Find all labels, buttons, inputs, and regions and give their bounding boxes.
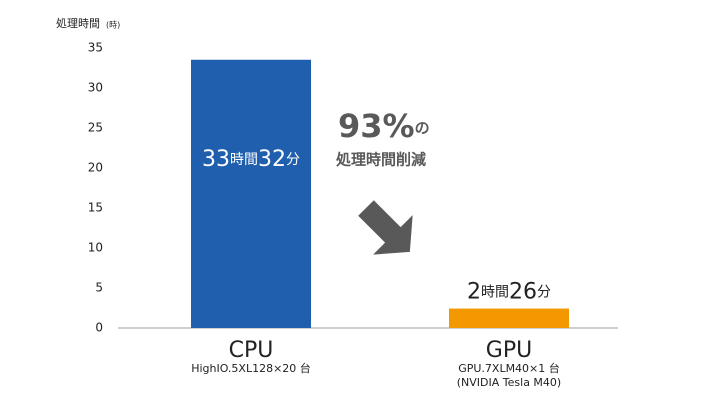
y-tick-label: 0 — [95, 321, 103, 335]
y-tick-label: 30 — [88, 81, 103, 95]
y-tick-label: 25 — [88, 121, 103, 135]
y-tick-label: 35 — [88, 41, 103, 55]
annotation-percent: 93%の — [338, 107, 430, 145]
y-tick-label: 10 — [88, 241, 103, 255]
y-axis-unit: (時) — [106, 21, 120, 30]
category-sublabel: HighIO.5XL128×20 台 — [191, 361, 311, 375]
reduction-arrow — [358, 200, 413, 255]
y-axis-label: 処理時間 — [56, 17, 100, 30]
bar — [191, 59, 311, 328]
x-tick-label: CPU — [229, 338, 274, 363]
x-tick-label: GPU — [486, 338, 532, 363]
y-tick-label: 5 — [95, 281, 103, 295]
category-sublabel: (NVIDIA Tesla M40) — [457, 376, 561, 389]
y-tick-label: 15 — [88, 201, 103, 215]
bar — [449, 308, 569, 328]
annotation-text: 処理時間削減 — [335, 151, 426, 169]
value-label: 33時間32分 — [202, 147, 300, 172]
value-label: 2時間26分 — [467, 280, 551, 305]
y-tick-label: 20 — [88, 161, 103, 175]
category-sublabel: GPU.7XLM40×1 台 — [458, 361, 560, 375]
